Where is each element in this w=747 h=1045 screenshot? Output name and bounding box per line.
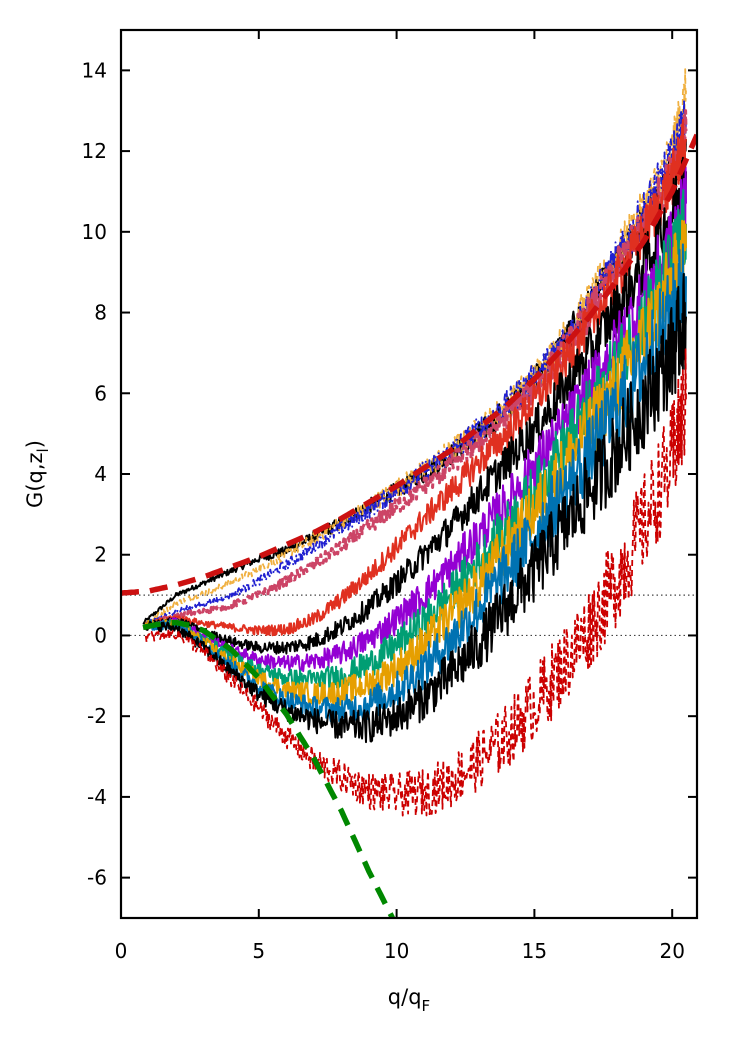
x-tick-label: 15 bbox=[522, 939, 547, 963]
axis-ticks: 0 5 10 15 20 -6 -4 -2 0 2 4 6 8 10 12 14 bbox=[82, 30, 697, 963]
series-line-13 bbox=[121, 133, 697, 596]
series-line-11 bbox=[145, 273, 687, 744]
y-tick-label: 12 bbox=[82, 139, 107, 163]
y-tick-label: 14 bbox=[82, 58, 107, 82]
y-tick-label: 10 bbox=[82, 220, 107, 244]
x-tick-label: 0 bbox=[115, 939, 128, 963]
x-axis-title-main: q/q bbox=[388, 985, 422, 1009]
series-line-6 bbox=[144, 156, 687, 655]
y-axis-title-close: ) bbox=[23, 440, 47, 448]
series-line-9 bbox=[144, 219, 687, 706]
y-tick-label: 4 bbox=[94, 462, 107, 486]
x-axis-title: q/qF bbox=[388, 985, 430, 1015]
series-line-8 bbox=[144, 189, 687, 691]
y-tick-label: -2 bbox=[87, 704, 107, 728]
series-line-10 bbox=[144, 243, 687, 725]
y-axis-title-main: G(q,z bbox=[23, 452, 47, 508]
series-line-2 bbox=[145, 68, 687, 625]
y-axis-title: G(q,zl) bbox=[23, 440, 52, 508]
series-layer bbox=[121, 68, 697, 918]
x-tick-label: 20 bbox=[659, 939, 684, 963]
x-tick-label: 10 bbox=[384, 939, 409, 963]
y-tick-label: -4 bbox=[87, 785, 107, 809]
y-tick-label: 6 bbox=[94, 381, 107, 405]
y-axis-title-subscript: l bbox=[34, 448, 52, 452]
y-tick-label: 0 bbox=[94, 623, 107, 647]
y-tick-label: 2 bbox=[94, 543, 107, 567]
y-tick-label: 8 bbox=[94, 301, 107, 325]
series-line-14 bbox=[142, 619, 395, 918]
series-line-12 bbox=[144, 348, 687, 817]
x-axis-title-subscript: F bbox=[422, 997, 431, 1015]
x-tick-label: 5 bbox=[252, 939, 265, 963]
y-tick-label: -6 bbox=[87, 866, 107, 890]
